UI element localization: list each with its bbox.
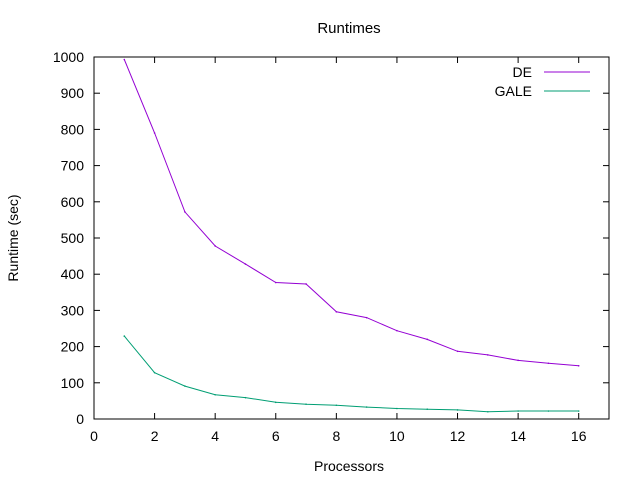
- y-tick-label: 700: [61, 158, 85, 174]
- data-point-gale: [214, 393, 216, 396]
- legend-label-gale: GALE: [495, 83, 532, 99]
- chart-title: Runtimes: [317, 20, 380, 37]
- data-point-de: [305, 283, 307, 285]
- y-tick-label: 500: [61, 230, 85, 246]
- x-axis-label: Processors: [314, 458, 384, 474]
- data-point-gale: [123, 335, 126, 337]
- data-point-de: [577, 364, 580, 367]
- data-point-de: [274, 281, 277, 284]
- data-point-gale: [547, 410, 550, 412]
- y-axis-label: Runtime (sec): [5, 194, 21, 281]
- data-point-gale: [153, 371, 156, 374]
- data-point-de: [517, 359, 519, 362]
- legend-label-de: DE: [513, 64, 532, 80]
- x-tick-label: 10: [389, 428, 405, 444]
- data-point-de: [456, 350, 459, 353]
- y-tick-label: 1000: [53, 49, 84, 65]
- data-point-de: [365, 316, 368, 319]
- x-tick-label: 4: [211, 428, 219, 444]
- x-tick-label: 16: [571, 428, 587, 444]
- data-point-de: [244, 263, 247, 265]
- y-tick-label: 200: [61, 339, 85, 355]
- series-line-de: [123, 59, 579, 367]
- data-point-gale: [305, 403, 307, 405]
- x-tick-label: 6: [272, 428, 280, 444]
- data-point-de: [487, 354, 489, 356]
- data-point-de: [547, 362, 550, 365]
- y-tick-label: 600: [61, 194, 85, 210]
- data-point-gale: [335, 404, 338, 407]
- data-point-gale: [184, 385, 186, 387]
- data-point-de: [214, 245, 216, 247]
- data-point-gale: [244, 396, 247, 399]
- y-tick-label: 0: [76, 411, 84, 427]
- data-point-gale: [577, 410, 580, 412]
- y-tick-label: 800: [61, 121, 85, 137]
- x-tick-label: 0: [90, 428, 98, 444]
- y-tick-label: 100: [61, 375, 85, 391]
- plot-frame: [93, 56, 610, 420]
- data-point-de: [153, 132, 156, 134]
- data-point-de: [396, 329, 398, 332]
- data-point-de: [184, 211, 186, 213]
- x-tick-label: 2: [151, 428, 159, 444]
- x-tick-label: 12: [450, 428, 466, 444]
- data-point-gale: [396, 407, 398, 410]
- data-point-gale: [426, 408, 429, 411]
- y-tick-label: 300: [61, 302, 85, 318]
- data-point-de: [335, 311, 338, 313]
- x-tick-label: 8: [332, 428, 340, 444]
- y-tick-label: 900: [61, 85, 85, 101]
- data-point-gale: [365, 406, 368, 408]
- y-tick-label: 400: [61, 266, 85, 282]
- data-point-gale: [517, 410, 519, 412]
- data-point-gale: [487, 410, 489, 413]
- series-line-gale: [123, 335, 579, 413]
- data-point-de: [123, 58, 126, 61]
- x-tick-label: 14: [510, 428, 526, 444]
- data-point-gale: [456, 409, 459, 411]
- data-point-gale: [274, 401, 277, 404]
- data-point-de: [426, 338, 429, 341]
